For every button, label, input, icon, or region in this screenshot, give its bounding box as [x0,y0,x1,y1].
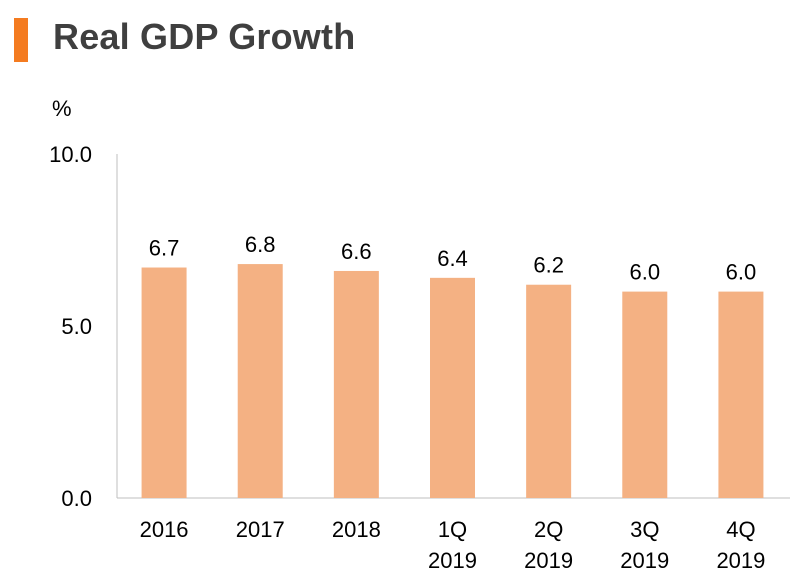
x-tick-label: 1Q [438,517,467,542]
bar [718,291,764,498]
x-tick-label: 2016 [140,517,189,542]
x-tick-label: 2019 [620,548,669,573]
bar [141,267,187,498]
y-axis-unit-label: % [52,96,72,121]
bars [141,264,764,498]
data-label: 6.4 [437,246,468,271]
x-tick-label: 2019 [428,548,477,573]
bar [333,270,379,498]
x-tick-label: 2018 [332,517,381,542]
data-label: 6.2 [533,253,564,278]
bar [237,264,283,498]
x-tick-label: 2Q [534,517,563,542]
x-tick-label: 4Q [726,517,755,542]
y-tick-label: 0.0 [61,486,92,511]
x-tick-label: 2019 [524,548,573,573]
y-axis-ticks: 0.0 5.0 10.0 [49,142,92,511]
title-accent-bar [14,18,28,62]
x-tick-label: 3Q [630,517,659,542]
data-label: 6.0 [629,260,660,285]
data-label: 6.7 [149,236,180,261]
bar [430,277,475,498]
bar [622,291,668,498]
x-tick-label: 2017 [236,517,285,542]
bar [526,284,572,498]
chart-title: Real GDP Growth [53,16,356,57]
data-labels: 6.7 6.8 6.6 6.4 6.2 6.0 6.0 [149,232,756,285]
data-label: 6.6 [341,239,372,264]
x-tick-label: 2019 [716,548,765,573]
y-tick-label: 10.0 [49,142,92,167]
x-axis-tick-labels: 2016 2017 2018 1Q 2019 2Q 2019 3Q 2019 4Q 2019 [140,517,766,573]
data-label: 6.8 [245,232,276,257]
data-label: 6.0 [726,260,757,285]
y-tick-label: 5.0 [61,314,92,339]
